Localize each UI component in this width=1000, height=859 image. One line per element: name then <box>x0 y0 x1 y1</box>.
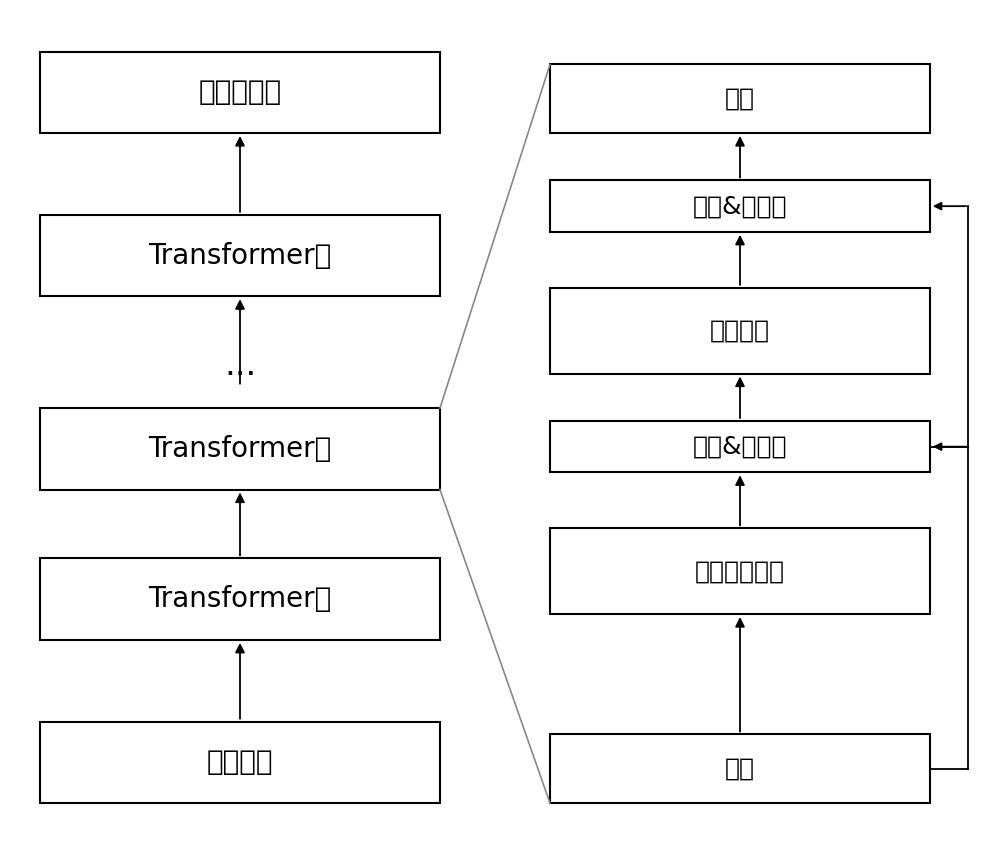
Text: 相加&标准化: 相加&标准化 <box>693 194 787 218</box>
Bar <box>550 64 930 133</box>
Text: 输入: 输入 <box>725 757 755 781</box>
Bar <box>40 722 440 803</box>
Bar <box>40 558 440 640</box>
Text: ···: ··· <box>224 359 256 392</box>
Bar <box>550 180 930 232</box>
Text: 输入向量: 输入向量 <box>207 748 273 777</box>
Text: 多头注意力层: 多头注意力层 <box>695 559 785 583</box>
Text: Transformer层: Transformer层 <box>148 241 332 270</box>
Text: Transformer层: Transformer层 <box>148 435 332 463</box>
Bar <box>40 408 440 490</box>
Text: 全连接层: 全连接层 <box>710 319 770 343</box>
Bar <box>550 421 930 472</box>
Bar <box>550 528 930 614</box>
Text: Transformer层: Transformer层 <box>148 585 332 613</box>
Bar <box>550 288 930 374</box>
Text: 输出: 输出 <box>725 87 755 111</box>
Text: 输出预测层: 输出预测层 <box>198 78 282 107</box>
Bar <box>40 52 440 133</box>
Bar <box>550 734 930 803</box>
Bar <box>40 215 440 296</box>
Text: 相加&标准化: 相加&标准化 <box>693 435 787 459</box>
